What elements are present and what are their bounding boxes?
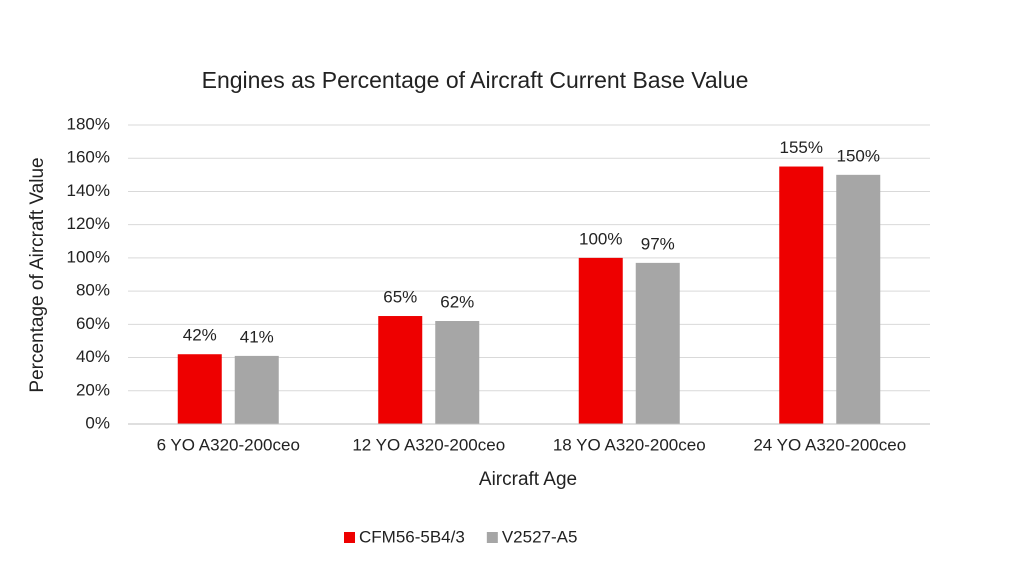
y-tick-label: 0%	[85, 413, 110, 432]
x-axis-label: Aircraft Age	[479, 469, 577, 490]
value-label: 41%	[240, 327, 274, 346]
y-tick-label: 180%	[67, 114, 110, 133]
value-label: 150%	[837, 146, 880, 165]
y-tick-label: 20%	[76, 380, 110, 399]
bar	[635, 262, 680, 424]
value-label: 62%	[440, 292, 474, 311]
value-label: 155%	[780, 138, 823, 157]
value-label: 65%	[383, 288, 417, 307]
bar	[378, 316, 423, 424]
y-axis-label: Percentage of Aircraft Value	[27, 157, 48, 392]
value-label: 100%	[579, 229, 622, 248]
y-tick-label: 40%	[76, 347, 110, 366]
y-tick-label: 60%	[76, 314, 110, 333]
value-label: 42%	[183, 326, 217, 345]
x-tick-label: 24 YO A320-200ceo	[753, 435, 906, 454]
value-label: 97%	[641, 234, 675, 253]
bar	[435, 321, 480, 424]
legend-label: V2527-A5	[502, 527, 578, 546]
bar	[836, 174, 881, 424]
y-tick-label: 160%	[67, 148, 110, 167]
x-tick-label: 12 YO A320-200ceo	[352, 435, 505, 454]
y-tick-label: 100%	[67, 247, 110, 266]
legend-swatch	[344, 532, 355, 543]
bar	[779, 166, 824, 424]
bar	[177, 354, 222, 424]
chart-title: Engines as Percentage of Aircraft Curren…	[202, 67, 749, 93]
bar	[234, 355, 279, 424]
legend-label: CFM56-5B4/3	[359, 527, 465, 546]
bar	[578, 257, 623, 424]
y-tick-label: 120%	[67, 214, 110, 233]
x-tick-label: 6 YO A320-200ceo	[157, 435, 300, 454]
y-tick-label: 140%	[67, 181, 110, 200]
x-tick-label: 18 YO A320-200ceo	[553, 435, 706, 454]
y-tick-label: 80%	[76, 281, 110, 300]
legend-swatch	[486, 532, 498, 543]
